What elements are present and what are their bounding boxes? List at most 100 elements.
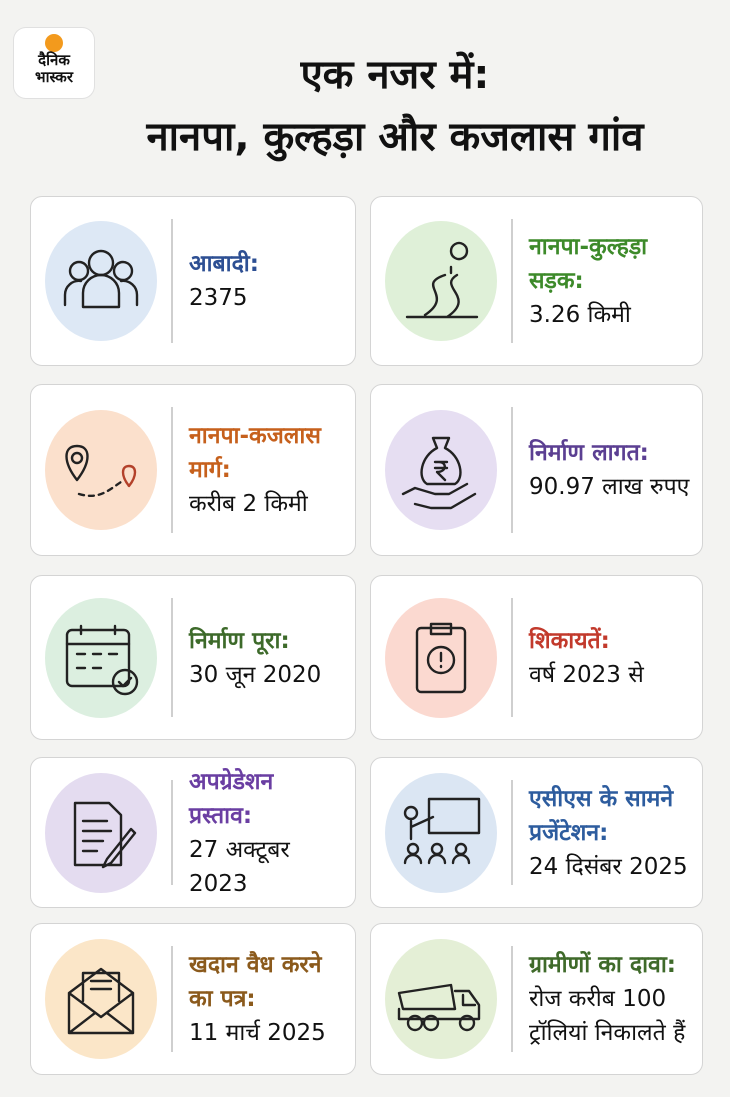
icon-shape [111,668,139,695]
card-text: आबादी: 2375 [189,247,343,315]
icon [45,597,157,718]
card-text: अपग्रेडेशन प्रस्ताव: 27 अक्टूबर 2023 [189,765,343,901]
card-label: नानपा-कजलास मार्ग: [189,423,321,483]
icon-shape [406,842,420,855]
icon-shape [65,628,131,687]
icon-shape [77,480,123,497]
icon-shape [415,626,467,693]
card: नानपा-कजलास मार्ग: करीब 2 किमी [30,384,356,556]
icon [385,939,497,1059]
card-text: खदान वैध करने का पत्र: 11 मार्च 2025 [189,948,343,1050]
icon-shape [63,249,139,309]
card-value: रोज करीब 100 ट्रॉलियां निकालते हैं [529,986,686,1046]
icon-shape [65,444,89,482]
icon [45,772,157,893]
logo-sun [45,34,63,52]
card-label: नानपा-कुल्हड़ा सड़क: [529,234,648,294]
card-label: एसीएस के सामने प्रजेंटेशन: [529,785,674,846]
logo: दैनिक भास्कर [14,28,94,98]
card: निर्माण लागत: 90.97 लाख रुपए [370,384,703,556]
icon-shape [67,967,135,1035]
icon-shape [422,1014,440,1032]
card: नानपा-कुल्हड़ा सड़क: 3.26 किमी [370,196,703,366]
icon-shape [65,624,139,695]
divider [511,780,513,885]
card: एसीएस के सामने प्रजेंटेशन: 24 दिसंबर 2025 [370,757,703,908]
icon-shape [406,1014,424,1032]
icon-shape [458,1014,476,1032]
card: शिकायतें: वर्ष 2023 से [370,575,703,740]
icon-shape [397,983,481,1032]
card: आबादी: 2375 [30,196,356,366]
icon-shape [63,273,139,309]
icon-shape [415,622,467,693]
card-text: ग्रामीणों का दावा: रोज करीब 100 ट्रॉलियां… [529,948,690,1050]
card-label: निर्माण पूरा: [189,627,290,654]
icon-shape [397,983,481,1021]
card-value: 2375 [189,285,248,311]
card: निर्माण पूरा: 30 जून 2020 [30,575,356,740]
icon-shape [73,801,137,868]
icon [45,939,157,1059]
icon-shape [65,444,137,497]
card-value: 90.97 लाख रुपए [529,474,690,500]
card-label: आबादी: [189,251,259,277]
card-text: शिकायतें: वर्ष 2023 से [529,624,690,692]
card-value: 30 जून 2020 [189,661,322,688]
icon-shape [429,622,453,635]
icon-shape [403,797,481,864]
card-text: एसीएस के सामने प्रजेंटेशन: 24 दिसंबर 2025 [529,782,690,884]
icon [385,410,497,530]
icon-shape [68,260,90,282]
icon [385,772,497,893]
logo-line: दैनिक [38,51,70,69]
icon-shape [430,842,444,855]
card: अपग्रेडेशन प्रस्ताव: 27 अक्टूबर 2023 [30,757,356,908]
divider [511,598,513,717]
card-label: अपग्रेडेशन प्रस्ताव: [189,768,274,829]
card: खदान वैध करने का पत्र: 11 मार्च 2025 [30,923,356,1075]
divider [511,407,513,533]
icon [45,410,157,530]
icon-shape [403,805,419,820]
divider [171,780,173,885]
card-value: 24 दिसंबर 2025 [529,853,688,880]
icon-shape [73,801,137,868]
logo-line: भास्कर [35,68,73,86]
icon [385,221,497,341]
card-value: 11 मार्च 2025 [189,1020,326,1046]
card-value: 3.26 किमी [529,302,631,328]
divider [511,219,513,343]
icon [45,221,157,341]
icon-shape [405,241,479,319]
icon [385,597,497,718]
icon-shape [405,241,479,319]
icon-shape [427,797,481,834]
card-label: ग्रामीणों का दावा: [529,952,676,978]
card-value: वर्ष 2023 से [529,661,644,688]
card-text: नानपा-कुल्हड़ा सड़क: 3.26 किमी [529,230,690,332]
card-label: खदान वैध करने का पत्र: [189,952,322,1012]
divider [511,946,513,1052]
icon-shape [87,249,115,277]
divider [171,219,173,343]
icon-shape [401,436,477,510]
icon-shape [112,260,134,282]
card-text: नानपा-कजलास मार्ग: करीब 2 किमी [189,419,343,521]
title: एक नजर में: नानपा, कुल्हड़ा और कजलास गां… [100,44,690,168]
title-line: नानपा, कुल्हड़ा और कजलास गांव [146,114,644,160]
card-value: करीब 2 किमी [189,491,308,517]
icon-shape [67,967,135,1035]
icon-shape [65,624,131,669]
title-line: एक नजर में: [300,52,490,98]
divider [171,407,173,533]
icon-shape [426,645,456,674]
card-text: निर्माण पूरा: 30 जून 2020 [189,624,343,692]
card-value: 27 अक्टूबर 2023 [189,836,290,897]
icon-shape [454,842,468,855]
icon-shape [117,676,133,687]
icon-shape [401,436,477,510]
icon-shape [70,451,84,465]
card-label: शिकायतें: [529,627,610,654]
